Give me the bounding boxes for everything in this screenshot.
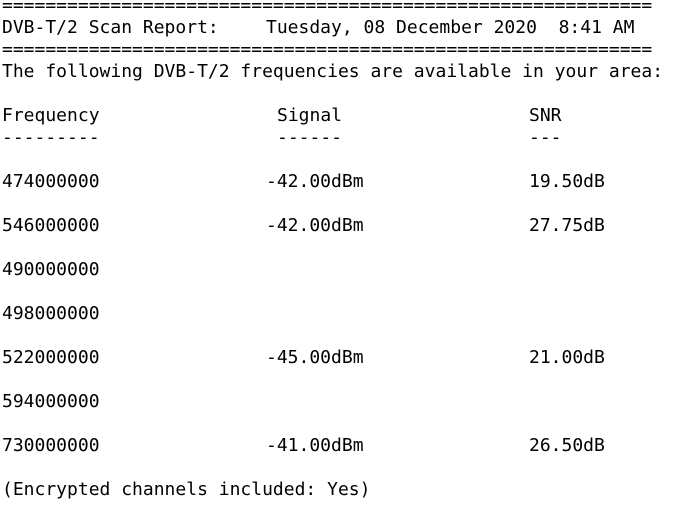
column-underline: ------	[277, 127, 343, 148]
rule-bottom: ========================================…	[2, 39, 653, 60]
frequency-cell: 498000000	[2, 303, 100, 324]
signal-cell: -41.00dBm	[266, 435, 364, 456]
frequency-cell: 546000000	[2, 215, 100, 236]
frequency-cell: 730000000	[2, 435, 100, 456]
frequency-cell: 522000000	[2, 347, 100, 368]
snr-cell: 21.00dB	[529, 347, 605, 368]
intro: The following DVB-T/2 frequencies are av…	[2, 61, 664, 82]
report-date: Tuesday, 08 December 2020 8:41 AM	[266, 17, 635, 38]
column-underline: ---	[529, 127, 562, 148]
frequency-cell: 474000000	[2, 171, 100, 192]
snr-cell: 19.50dB	[529, 171, 605, 192]
frequency-cell: 490000000	[2, 259, 100, 280]
rule-top: ========================================…	[2, 0, 653, 16]
signal-cell: -42.00dBm	[266, 171, 364, 192]
footer: (Encrypted channels included: Yes)	[2, 479, 371, 500]
column-underline: ---------	[2, 127, 100, 148]
frequency-cell: 594000000	[2, 391, 100, 412]
signal-cell: -45.00dBm	[266, 347, 364, 368]
snr-cell: 27.75dB	[529, 215, 605, 236]
report-title: DVB-T/2 Scan Report:	[2, 17, 219, 38]
signal-cell: -42.00dBm	[266, 215, 364, 236]
snr-cell: 26.50dB	[529, 435, 605, 456]
column-header: SNR	[529, 105, 562, 126]
column-header: Frequency	[2, 105, 100, 126]
column-header: Signal	[277, 105, 343, 126]
